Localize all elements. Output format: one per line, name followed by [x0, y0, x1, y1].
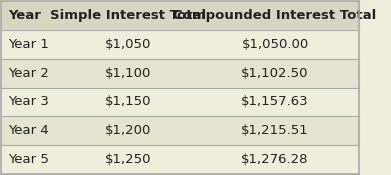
Text: Year 4: Year 4	[9, 124, 49, 137]
Text: Year 3: Year 3	[9, 95, 49, 108]
Bar	[2, 1, 359, 30]
Text: $1,050.00: $1,050.00	[242, 38, 309, 51]
Text: $1,215.51: $1,215.51	[241, 124, 309, 137]
Text: $1,150: $1,150	[105, 95, 152, 108]
Text: $1,276.28: $1,276.28	[241, 153, 309, 166]
Bar	[2, 59, 359, 88]
Text: $1,157.63: $1,157.63	[241, 95, 309, 108]
Text: Year 2: Year 2	[9, 67, 49, 80]
Text: Year: Year	[9, 9, 41, 22]
Text: $1,100: $1,100	[105, 67, 152, 80]
Text: $1,102.50: $1,102.50	[241, 67, 309, 80]
Bar	[2, 116, 359, 145]
Text: Simple Interest Total: Simple Interest Total	[50, 9, 206, 22]
Text: $1,250: $1,250	[105, 153, 152, 166]
Text: $1,200: $1,200	[105, 124, 152, 137]
Text: $1,050: $1,050	[105, 38, 152, 51]
Text: Compounded Interest Total: Compounded Interest Total	[174, 9, 377, 22]
Text: Year 5: Year 5	[9, 153, 49, 166]
Bar	[2, 145, 359, 174]
Text: Year 1: Year 1	[9, 38, 49, 51]
Bar	[2, 30, 359, 59]
Bar	[2, 88, 359, 116]
